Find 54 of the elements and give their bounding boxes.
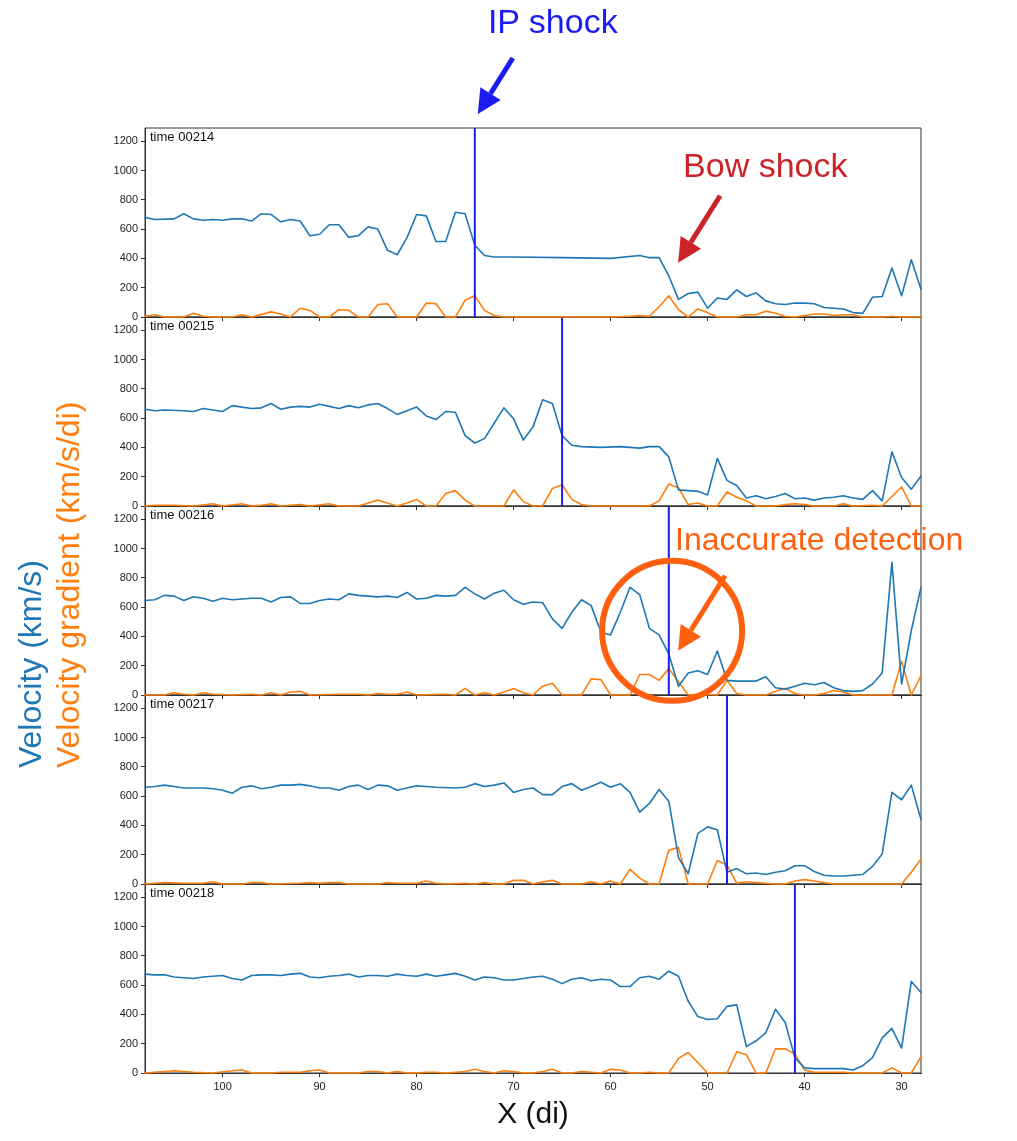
y-tick-label: 0 <box>131 688 138 701</box>
annotation: time 00215 <box>150 318 215 334</box>
y-tick-label: 1000 <box>113 352 138 365</box>
y-tick-label: 1200 <box>113 701 138 714</box>
x-axis-title: X (di) <box>497 1095 569 1131</box>
x-tick-label: 80 <box>410 1079 423 1092</box>
annotation: time 00214 <box>150 129 215 145</box>
y-tick-label: 400 <box>119 251 138 264</box>
x-tick-label: 70 <box>507 1079 520 1092</box>
y-tick-label: 0 <box>131 310 138 323</box>
y-tick-label: 1200 <box>113 512 138 525</box>
y-tick-label: 200 <box>119 469 138 482</box>
y-tick-label: 1000 <box>113 919 138 932</box>
y-tick-label: 800 <box>119 759 138 772</box>
y-tick-label: 200 <box>119 658 138 671</box>
annotation: time 00216 <box>150 507 215 523</box>
y-tick-label: 600 <box>119 600 138 613</box>
y-tick-label: 800 <box>119 381 138 394</box>
y-tick-label: 0 <box>131 877 138 890</box>
annotation: time 00217 <box>150 696 215 712</box>
y-tick-label: 200 <box>119 847 138 860</box>
annotation: Inaccurate detection <box>675 520 964 558</box>
y-tick-label: 800 <box>119 948 138 961</box>
y-tick-label: 200 <box>119 1036 138 1049</box>
text: Velocity (km/s) <box>12 559 49 768</box>
x-tick-label: 30 <box>895 1079 908 1092</box>
x-tick-label: 40 <box>798 1079 811 1092</box>
y-tick-label: 1200 <box>113 134 138 147</box>
x-tick-label: 100 <box>213 1079 232 1092</box>
y-tick-label: 0 <box>131 499 138 512</box>
y-tick-label: 1000 <box>113 541 138 554</box>
x-tick-label: 90 <box>313 1079 326 1092</box>
y-tick-label: 600 <box>119 222 138 235</box>
y-tick-label: 400 <box>119 818 138 831</box>
y-tick-label: 1000 <box>113 163 138 176</box>
annotation: time 00218 <box>150 885 215 901</box>
y-tick-label: 800 <box>119 570 138 583</box>
y-tick-label: 400 <box>119 1007 138 1020</box>
text: IP shock <box>487 2 618 42</box>
y-tick-label: 1200 <box>113 323 138 336</box>
text: Velocity gradient (km/s/di) <box>50 401 87 768</box>
y-tick-label: 400 <box>119 629 138 642</box>
y-tick-label: 600 <box>119 789 138 802</box>
y-tick-label: 600 <box>119 411 138 424</box>
x-tick-label: 50 <box>701 1079 714 1092</box>
annotation: Bow shock <box>683 146 848 186</box>
y-tick-label: 800 <box>119 192 138 205</box>
y-tick-label: 0 <box>131 1066 138 1079</box>
y-tick-label: 1200 <box>113 890 138 903</box>
y-tick-label: 400 <box>119 440 138 453</box>
y-tick-label: 1000 <box>113 730 138 743</box>
x-tick-label: 60 <box>604 1079 617 1092</box>
y-tick-label: 600 <box>119 978 138 991</box>
y-tick-label: 200 <box>119 280 138 293</box>
